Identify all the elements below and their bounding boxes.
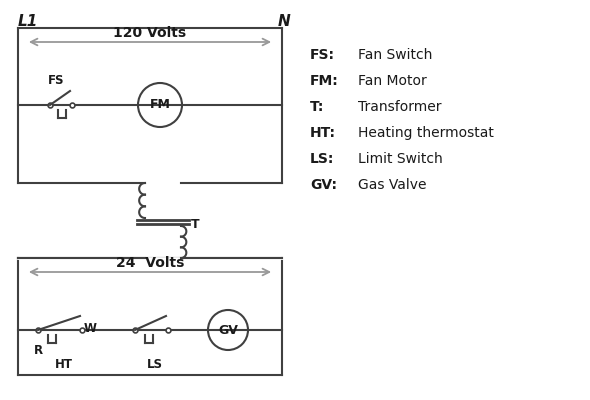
Text: T:: T: [310, 100, 324, 114]
Text: Heating thermostat: Heating thermostat [358, 126, 494, 140]
Text: Fan Motor: Fan Motor [358, 74, 427, 88]
Text: FS: FS [48, 74, 64, 87]
Text: 24  Volts: 24 Volts [116, 256, 184, 270]
Text: 120 Volts: 120 Volts [113, 26, 186, 40]
Text: Fan Switch: Fan Switch [358, 48, 432, 62]
Text: HT:: HT: [310, 126, 336, 140]
Text: GV: GV [218, 324, 238, 336]
Text: Transformer: Transformer [358, 100, 441, 114]
Text: L1: L1 [18, 14, 38, 29]
Text: Gas Valve: Gas Valve [358, 178, 427, 192]
Text: LS:: LS: [310, 152, 335, 166]
Text: HT: HT [55, 358, 73, 371]
Text: GV:: GV: [310, 178, 337, 192]
Text: W: W [84, 322, 97, 334]
Text: N: N [278, 14, 291, 29]
Text: T: T [191, 218, 199, 232]
Text: Limit Switch: Limit Switch [358, 152, 442, 166]
Text: LS: LS [147, 358, 163, 371]
Text: FM:: FM: [310, 74, 339, 88]
Text: FS:: FS: [310, 48, 335, 62]
Text: R: R [34, 344, 42, 357]
Text: FM: FM [149, 98, 171, 112]
